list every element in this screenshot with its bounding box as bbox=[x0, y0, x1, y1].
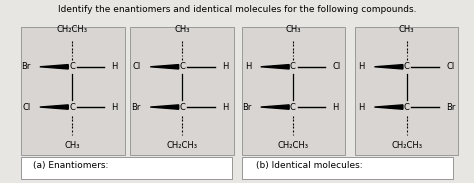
Text: H: H bbox=[222, 102, 228, 112]
Text: H: H bbox=[332, 102, 338, 112]
Text: H: H bbox=[359, 62, 365, 71]
Text: Br: Br bbox=[242, 102, 251, 112]
Bar bbox=[21, 157, 232, 179]
Text: CH₃: CH₃ bbox=[285, 25, 301, 34]
Text: CH₂CH₃: CH₂CH₃ bbox=[277, 141, 309, 150]
Text: C: C bbox=[290, 102, 296, 112]
Text: CH₂CH₃: CH₂CH₃ bbox=[56, 25, 88, 34]
Text: H: H bbox=[111, 62, 118, 71]
Text: C: C bbox=[69, 102, 75, 112]
Text: C: C bbox=[69, 62, 75, 71]
Text: CH₃: CH₃ bbox=[64, 141, 80, 150]
Text: Cl: Cl bbox=[22, 102, 30, 112]
Polygon shape bbox=[150, 65, 179, 69]
Polygon shape bbox=[261, 105, 289, 109]
Bar bbox=[21, 27, 125, 155]
Polygon shape bbox=[40, 65, 68, 69]
Polygon shape bbox=[40, 105, 68, 109]
Text: Cl: Cl bbox=[133, 62, 141, 71]
Bar bbox=[242, 157, 453, 179]
Text: Br: Br bbox=[446, 102, 456, 112]
Text: C: C bbox=[180, 102, 185, 112]
Text: (b) Identical molecules:: (b) Identical molecules: bbox=[256, 161, 363, 170]
Text: Cl: Cl bbox=[332, 62, 340, 71]
Text: C: C bbox=[290, 62, 296, 71]
Text: Br: Br bbox=[131, 102, 141, 112]
Polygon shape bbox=[150, 105, 179, 109]
Text: CH₃: CH₃ bbox=[399, 25, 414, 34]
Polygon shape bbox=[261, 65, 289, 69]
Text: Identify the enantiomers and identical molecules for the following compounds.: Identify the enantiomers and identical m… bbox=[58, 5, 416, 14]
Text: (a) Enantiomers:: (a) Enantiomers: bbox=[33, 161, 109, 170]
Text: CH₂CH₃: CH₂CH₃ bbox=[167, 141, 198, 150]
Text: H: H bbox=[111, 102, 118, 112]
Bar bbox=[242, 27, 345, 155]
Text: H: H bbox=[359, 102, 365, 112]
Text: CH₂CH₃: CH₂CH₃ bbox=[391, 141, 422, 150]
Text: H: H bbox=[222, 62, 228, 71]
Bar bbox=[130, 27, 234, 155]
Text: C: C bbox=[404, 102, 410, 112]
Polygon shape bbox=[374, 65, 403, 69]
Text: Cl: Cl bbox=[446, 62, 454, 71]
Text: Br: Br bbox=[21, 62, 30, 71]
Bar bbox=[355, 27, 458, 155]
Text: CH₃: CH₃ bbox=[175, 25, 190, 34]
Text: H: H bbox=[245, 62, 251, 71]
Text: C: C bbox=[180, 62, 185, 71]
Polygon shape bbox=[374, 105, 403, 109]
Text: C: C bbox=[404, 62, 410, 71]
